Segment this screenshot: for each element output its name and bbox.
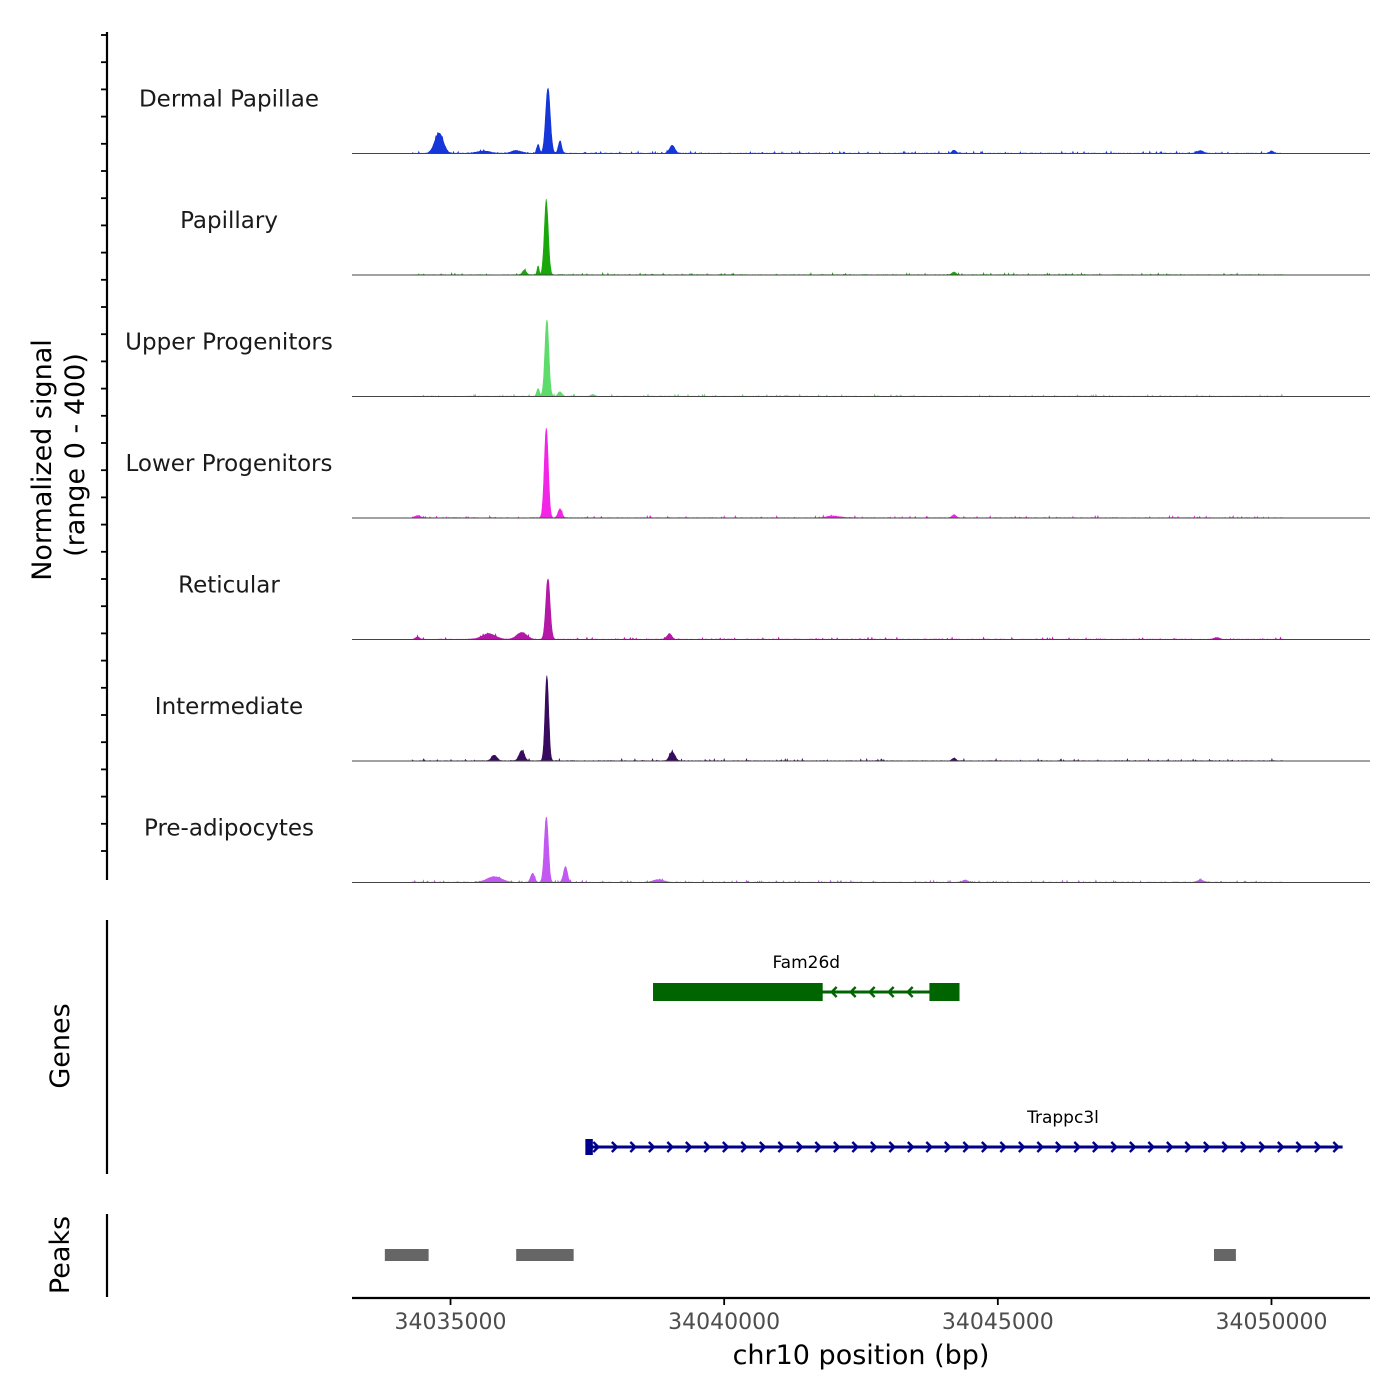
- track-label: Upper Progenitors: [125, 330, 333, 356]
- track-dermal-papillae: Dermal Papillae: [139, 87, 1370, 155]
- strand-arrow: [962, 1141, 971, 1153]
- strand-arrow: [888, 1141, 897, 1153]
- y-axis-title-line1: Normalized signal: [27, 339, 58, 581]
- coverage-area: [411, 675, 1283, 762]
- strand-arrow: [758, 1141, 767, 1153]
- track-pre-adipocytes: Pre-adipocytes: [144, 816, 1370, 883]
- strand-arrow: [1332, 1141, 1341, 1153]
- strand-arrow: [829, 986, 838, 998]
- strand-arrow: [740, 1141, 749, 1153]
- strand-arrow: [905, 986, 914, 998]
- strand-arrow: [610, 1141, 619, 1153]
- strand-arrow: [1239, 1141, 1248, 1153]
- track-label: Pre-adipocytes: [144, 816, 314, 842]
- strand-arrow: [1221, 1141, 1230, 1153]
- strand-arrow: [1165, 1141, 1174, 1153]
- strand-arrow: [906, 1141, 915, 1153]
- strand-arrow: [943, 1141, 952, 1153]
- coverage-area: [411, 198, 1283, 276]
- strand-arrow: [869, 1141, 878, 1153]
- x-tick-label: 34040000: [668, 1310, 780, 1335]
- track-label: Intermediate: [155, 694, 303, 720]
- strand-arrow: [814, 1141, 823, 1153]
- strand-arrow: [1128, 1141, 1137, 1153]
- gene-exon: [653, 983, 823, 1001]
- strand-arrow: [795, 1141, 804, 1153]
- strand-arrow: [1036, 1141, 1045, 1153]
- track-label: Reticular: [178, 573, 280, 599]
- strand-arrow: [1313, 1141, 1322, 1153]
- strand-arrow: [1258, 1141, 1267, 1153]
- strand-arrow: [647, 1141, 656, 1153]
- track-label: Dermal Papillae: [139, 87, 319, 113]
- peaks-panel: Peaks: [45, 1214, 1236, 1297]
- coverage-area: [411, 816, 1283, 883]
- gene-fam26d: Fam26d: [653, 953, 960, 1001]
- strand-arrow: [1147, 1141, 1156, 1153]
- x-axis-title: chr10 position (bp): [733, 1340, 990, 1371]
- track-papillary: Papillary: [180, 198, 1370, 276]
- coverage-tracks: Dermal Papillae Papillary Upper Progenitor…: [125, 87, 1370, 883]
- strand-arrow: [1073, 1141, 1082, 1153]
- peak-region: [384, 1249, 429, 1261]
- gene-exon: [587, 1139, 593, 1155]
- strand-arrow: [832, 1141, 841, 1153]
- strand-arrow: [980, 1141, 989, 1153]
- strand-arrow: [1202, 1141, 1211, 1153]
- strand-arrow: [777, 1141, 786, 1153]
- x-tick-label: 34035000: [395, 1310, 507, 1335]
- coverage-area: [411, 87, 1283, 155]
- peaks-panel-title: Peaks: [45, 1216, 76, 1294]
- track-label: Papillary: [180, 208, 278, 234]
- y-axis-title-line2: (range 0 - 400): [60, 353, 91, 557]
- strand-arrow: [999, 1141, 1008, 1153]
- strand-arrow: [1184, 1141, 1193, 1153]
- gene-trappc3l: Trappc3l: [585, 1108, 1343, 1155]
- x-tick-label: 34045000: [942, 1310, 1054, 1335]
- signal-y-axis: [101, 32, 109, 880]
- strand-arrow: [1091, 1141, 1100, 1153]
- track-intermediate: Intermediate: [155, 675, 1370, 762]
- track-lower-progenitors: Lower Progenitors: [126, 428, 1370, 519]
- gene-label: Fam26d: [772, 953, 840, 973]
- peak-region: [516, 1249, 574, 1261]
- strand-arrow: [1054, 1141, 1063, 1153]
- peak-region: [1214, 1249, 1236, 1261]
- x-tick-label: 34050000: [1215, 1310, 1327, 1335]
- strand-arrow: [684, 1141, 693, 1153]
- strand-arrow: [703, 1141, 712, 1153]
- strand-arrow: [1276, 1141, 1285, 1153]
- peak-regions: [384, 1249, 1236, 1261]
- strand-arrow: [867, 986, 876, 998]
- track-upper-progenitors: Upper Progenitors: [125, 319, 1370, 398]
- strand-arrow: [1295, 1141, 1304, 1153]
- position-x-axis: 34035000 34040000 34045000 34050000: [352, 1296, 1370, 1335]
- coverage-area: [411, 578, 1283, 640]
- strand-arrow: [851, 1141, 860, 1153]
- genes-panel: Genes Fam26d Trappc3l: [45, 920, 1343, 1174]
- strand-arrow: [629, 1141, 638, 1153]
- strand-arrow: [886, 986, 895, 998]
- strand-arrow: [721, 1141, 730, 1153]
- coverage-area: [411, 428, 1283, 519]
- track-label: Lower Progenitors: [126, 451, 333, 477]
- gene-models: Fam26d Trappc3l: [585, 953, 1343, 1155]
- gene-label: Trappc3l: [1026, 1108, 1099, 1128]
- coverage-area: [411, 319, 1283, 398]
- strand-arrow: [1110, 1141, 1119, 1153]
- strand-arrow: [848, 986, 857, 998]
- strand-arrow: [592, 1141, 601, 1153]
- strand-arrow: [1017, 1141, 1026, 1153]
- strand-arrow: [666, 1141, 675, 1153]
- genes-panel-title: Genes: [45, 1003, 76, 1088]
- gene-exon: [929, 983, 960, 1001]
- strand-arrow: [925, 1141, 934, 1153]
- track-reticular: Reticular: [178, 573, 1370, 640]
